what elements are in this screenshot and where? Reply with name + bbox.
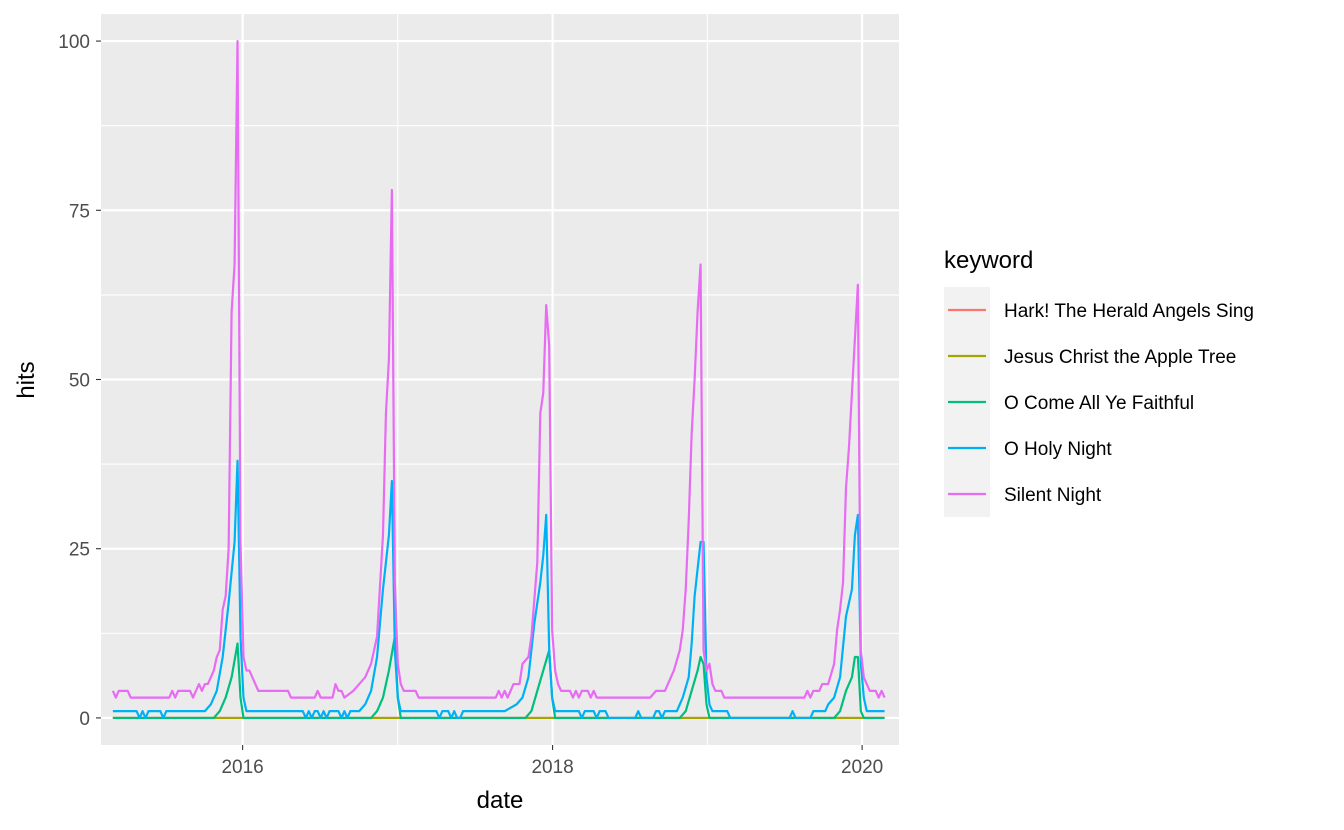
legend: keyword Hark! The Herald Angels Sing Jesu… [944, 247, 1254, 517]
y-tick-label: 75 [69, 201, 90, 222]
series-line-silent-night [111, 39, 886, 699]
y-tick-label: 100 [58, 32, 90, 53]
y-axis-title: hits [13, 361, 40, 398]
x-tick-label: 2016 [221, 757, 263, 778]
legend-label: O Holy Night [1004, 439, 1112, 460]
legend-label: Hark! The Herald Angels Sing [1004, 301, 1254, 322]
y-tick-label: 50 [69, 371, 90, 392]
legend-items: Hark! The Herald Angels Sing Jesus Christ… [944, 287, 1254, 517]
x-axis: 2016 2018 2020 [221, 745, 883, 778]
y-axis: 0 25 50 75 100 [58, 32, 101, 730]
minor-gridlines [101, 14, 899, 745]
legend-label: Silent Night [1004, 485, 1102, 506]
y-tick-label: 25 [69, 540, 90, 561]
x-tick-label: 2020 [841, 757, 883, 778]
legend-title: keyword [944, 247, 1033, 274]
legend-label: Jesus Christ the Apple Tree [1004, 347, 1236, 368]
legend-label: O Come All Ye Faithful [1004, 393, 1194, 414]
y-tick-label: 0 [79, 709, 90, 730]
x-axis-title: date [477, 787, 524, 814]
series-line-o-holy-night [112, 459, 885, 720]
series-lines [111, 39, 886, 720]
x-tick-label: 2018 [531, 757, 573, 778]
